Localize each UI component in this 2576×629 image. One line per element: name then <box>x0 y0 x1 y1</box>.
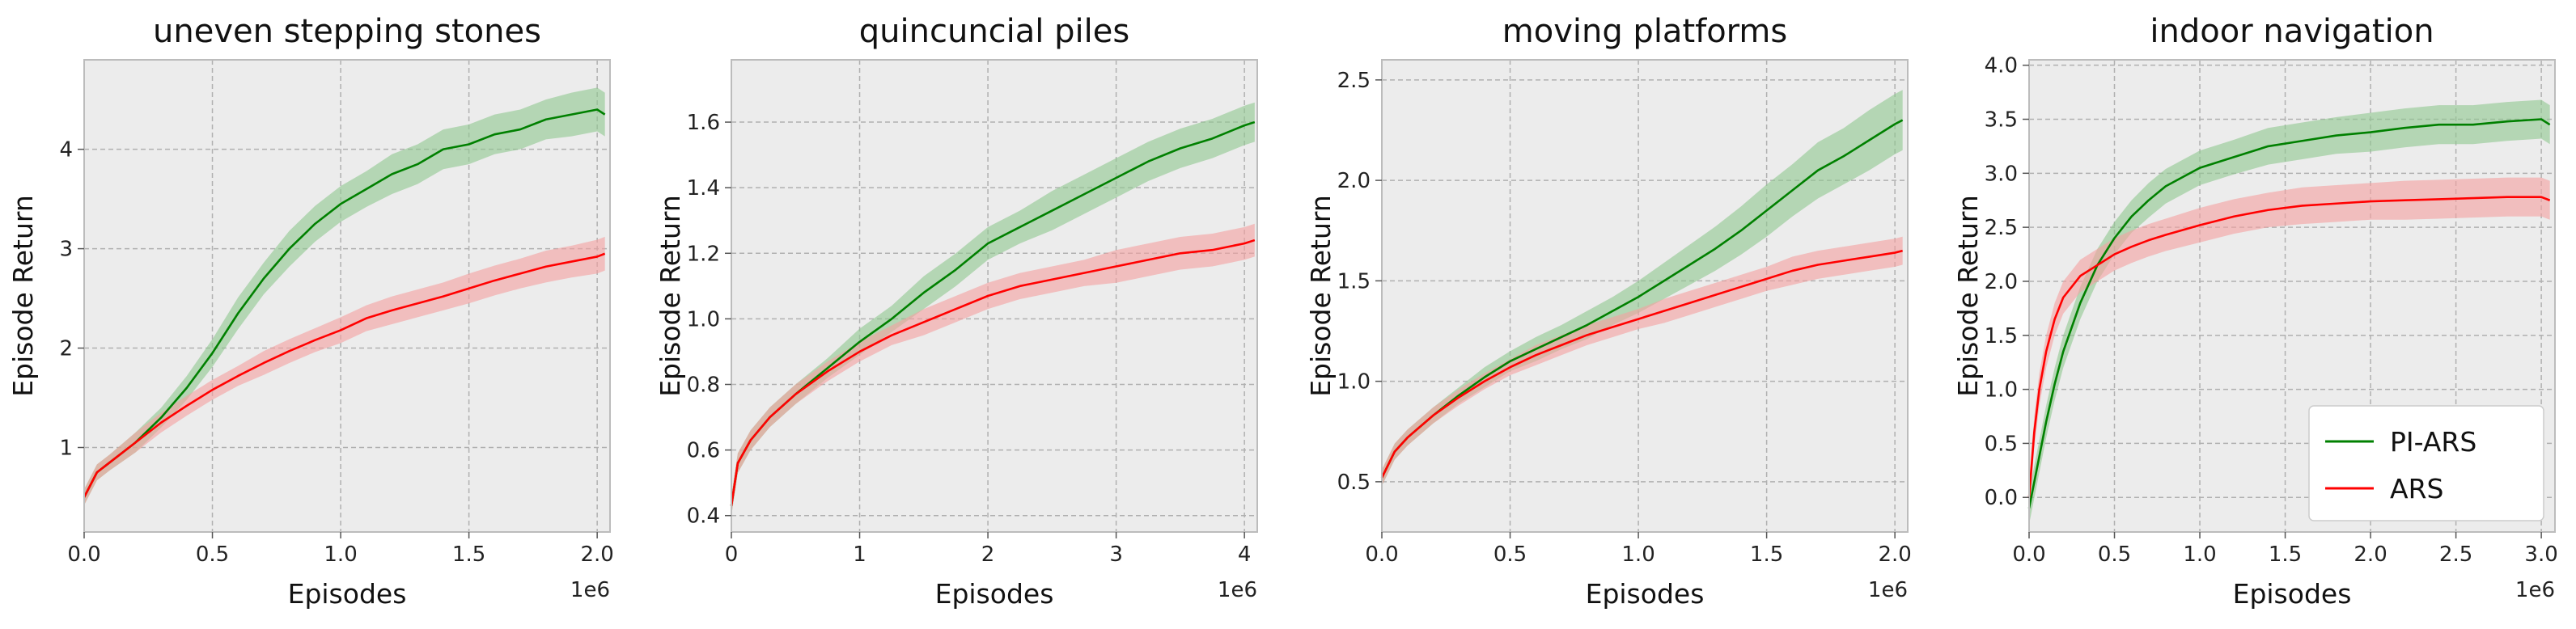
plot-frame <box>83 59 611 533</box>
series-band-pi-ars <box>2029 99 2550 525</box>
y-tick-label: 3.0 <box>1985 162 2018 186</box>
y-tick-label: 1.4 <box>687 176 720 201</box>
y-tick-label: 1.0 <box>687 307 720 331</box>
y-axis-label: Episode Return <box>7 195 39 397</box>
x-tick-label: 2.0 <box>1878 542 1911 567</box>
y-tick-label: 1.2 <box>687 242 720 266</box>
chart-panel-3: 0.0 0.5 1.0 1.5 2.0 0.5 1.0 1.5 2.0 2.5 moving pla… <box>1305 13 1912 610</box>
x-tick-label: 2.0 <box>2354 542 2387 567</box>
legend-label-pi-ars: PI-ARS <box>2390 426 2476 458</box>
y-axis-label: Episode Return <box>1305 195 1337 397</box>
x-axis-label: Episodes <box>1586 578 1705 610</box>
series-band-ars <box>2029 177 2550 514</box>
x-tick-label: 2.0 <box>580 542 613 567</box>
x-axis-offset-label: 1e6 <box>570 578 610 602</box>
y-tick-label: 0.6 <box>687 439 720 463</box>
x-axis-offset-label: 1e6 <box>1868 578 1908 602</box>
series-band-ars <box>84 236 605 505</box>
x-tick-label: 0.0 <box>2012 542 2045 567</box>
y-tick-label: 1 <box>59 436 73 460</box>
series-line-ars <box>83 252 606 498</box>
series-band-ars <box>1382 236 1903 486</box>
y-tick-label: 2 <box>59 337 73 361</box>
y-tick-label: 3.5 <box>1985 108 2018 133</box>
x-tick-label: 2.5 <box>2439 542 2472 567</box>
y-tick-label: 0.5 <box>1337 471 1371 495</box>
chart-title: indoor navigation <box>2150 13 2434 50</box>
series-line-pi-ars <box>1380 119 1904 479</box>
x-tick-label: 1 <box>853 542 866 567</box>
series-line-ars <box>2027 196 2551 498</box>
y-tick-label: 4.0 <box>1985 54 2018 78</box>
x-tick-label: 2 <box>981 542 995 567</box>
y-tick-label: 1.5 <box>1985 324 2018 348</box>
series-band-ars <box>731 223 1255 516</box>
plot-frame <box>1381 59 1909 533</box>
y-tick-label: 0.4 <box>687 504 720 529</box>
y-tick-label: 1.0 <box>1337 370 1371 395</box>
chart-panel-4: 0.0 0.5 1.0 1.5 2.0 2.5 3.0 0.0 0.5 1.0 1.5 2.0 2.5 3… <box>1952 13 2558 610</box>
chart-title: uneven stepping stones <box>153 13 541 50</box>
y-tick-label: 2.5 <box>1337 69 1371 93</box>
x-tick-label: 0.5 <box>196 542 229 567</box>
y-tick-label: 3 <box>59 238 73 262</box>
y-tick-label: 4 <box>59 138 73 163</box>
x-axis-label: Episodes <box>935 578 1054 610</box>
y-tick-label: 0.5 <box>1985 432 2018 456</box>
y-tick-label: 0.0 <box>1985 486 2018 510</box>
series-line-pi-ars <box>2027 118 2551 509</box>
y-tick-label: 2.0 <box>1337 169 1371 193</box>
x-tick-label: 3 <box>1109 542 1123 567</box>
chart-title: moving platforms <box>1502 13 1787 50</box>
x-tick-label: 4 <box>1238 542 1252 567</box>
series-band-pi-ars <box>731 102 1255 516</box>
x-tick-label: 1.0 <box>324 542 357 567</box>
x-tick-label: 1.5 <box>452 542 485 567</box>
x-tick-label: 1.0 <box>1621 542 1654 567</box>
chart-title: quincuncial piles <box>859 13 1129 50</box>
series-line-ars <box>730 239 1256 506</box>
y-tick-label: 2.5 <box>1985 216 2018 240</box>
legend-box <box>2308 405 2544 521</box>
series-band-pi-ars <box>84 87 605 505</box>
y-tick-label: 1.5 <box>1337 269 1371 293</box>
x-tick-label: 1.0 <box>2183 542 2216 567</box>
series-band-pi-ars <box>1382 90 1903 486</box>
x-tick-label: 3.0 <box>2524 542 2557 567</box>
x-axis-label: Episodes <box>2233 578 2352 610</box>
x-tick-label: 0.5 <box>1493 542 1527 567</box>
series-line-pi-ars <box>83 108 606 498</box>
legend-label-ars: ARS <box>2390 473 2443 504</box>
x-tick-label: 0.5 <box>2098 542 2131 567</box>
y-axis-label: Episode Return <box>1952 195 1984 397</box>
x-axis-label: Episodes <box>288 578 407 610</box>
x-tick-label: 0.0 <box>67 542 100 567</box>
x-axis-offset-label: 1e6 <box>1218 578 1257 602</box>
chart-panel-2: 0 1 2 3 4 0.4 0.6 0.8 1.0 1.2 1.4 1.6 quincuncial pi… <box>655 13 1258 610</box>
y-tick-label: 2.0 <box>1985 270 2018 294</box>
x-axis-offset-label: 1e6 <box>2515 578 2555 602</box>
legend: PI-ARS ARS <box>2308 405 2544 521</box>
y-tick-label: 1.6 <box>687 111 720 135</box>
y-tick-label: 1.0 <box>1985 378 2018 403</box>
plot-frame <box>731 59 1258 533</box>
series-line-ars <box>1380 249 1903 479</box>
x-tick-label: 1.5 <box>1750 542 1783 567</box>
x-tick-label: 1.5 <box>2269 542 2302 567</box>
x-tick-label: 0 <box>725 542 739 567</box>
plot-frame <box>2028 59 2556 533</box>
y-tick-label: 0.8 <box>687 374 720 398</box>
chart-panel-1: 0.0 0.5 1.0 1.5 2.0 1 2 3 4 uneven stepping stone… <box>7 13 614 610</box>
x-tick-label: 0.0 <box>1365 542 1398 567</box>
y-axis-label: Episode Return <box>655 195 686 397</box>
